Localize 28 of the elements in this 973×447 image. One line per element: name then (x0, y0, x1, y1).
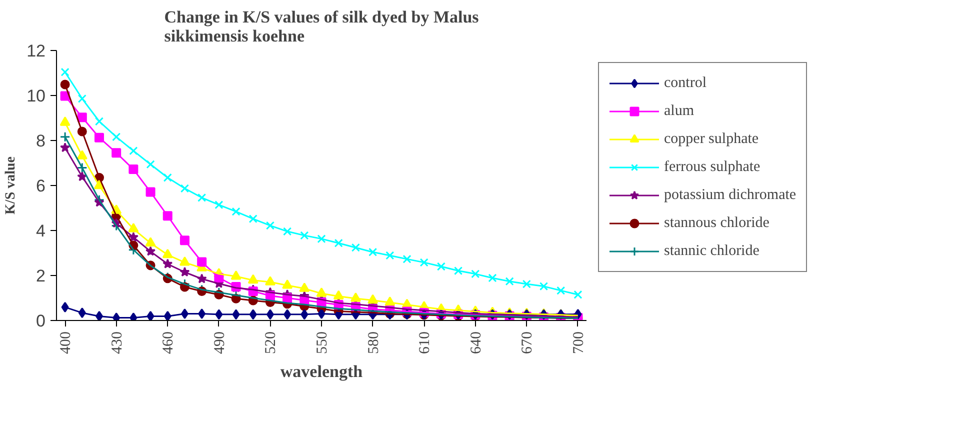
x-tick-label: 550 (314, 332, 330, 354)
legend-label: copper sulphate (664, 130, 759, 148)
y-axis-title: K/S value (4, 156, 19, 214)
legend-label: potassium dichromate (664, 186, 796, 204)
x-tick-label: 610 (417, 332, 434, 354)
chart-title: Change in K/S values of silk dyed by Malus sikkimensis koehne (164, 8, 480, 46)
legend-label: alum (664, 102, 694, 120)
legend-label: ferrous sulphate (664, 158, 760, 176)
x-tick-label: 580 (366, 332, 382, 354)
legend-label: control (664, 74, 706, 92)
y-tick-label: 10 (26, 86, 46, 106)
x-tick-label: 640 (468, 332, 484, 354)
x-tick-label: 520 (263, 332, 280, 354)
y-tick-label: 2 (36, 266, 46, 286)
y-tick-label: 12 (26, 42, 46, 60)
x-tick-label: 430 (109, 332, 126, 354)
x-tick-label: 460 (160, 332, 177, 354)
x-tick-label: 490 (212, 332, 228, 354)
y-tick-label: 6 (36, 176, 46, 196)
legend-label: stannous chloride (664, 214, 770, 232)
y-tick-label: 4 (36, 222, 46, 240)
y-tick-label: 0 (36, 312, 46, 330)
x-tick-label: 400 (58, 332, 74, 354)
y-tick-label: 8 (36, 132, 46, 150)
x-axis-title: wavelength (280, 362, 364, 381)
legend-label: stannic chloride (664, 242, 760, 260)
x-tick-label: 670 (520, 332, 536, 354)
x-tick-label: 700 (570, 332, 587, 354)
